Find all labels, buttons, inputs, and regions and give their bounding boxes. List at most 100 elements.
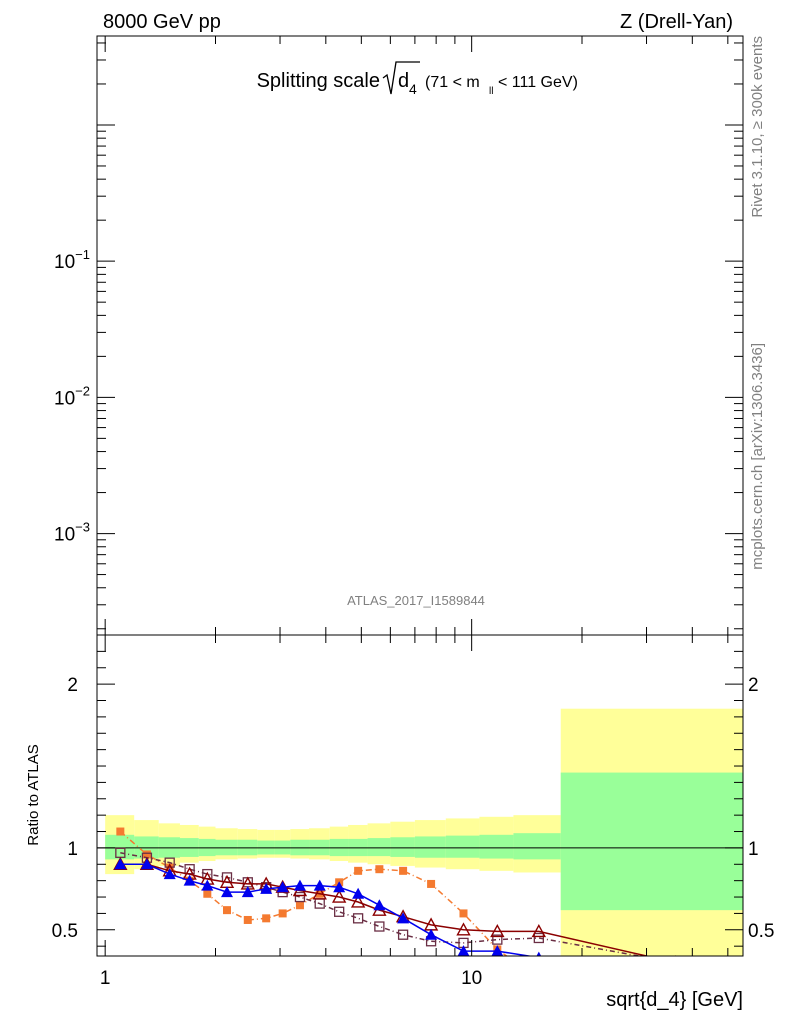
band-stat-bin [367, 838, 391, 857]
data-point [375, 865, 384, 874]
data-point [183, 874, 196, 886]
mc-series [113, 827, 680, 983]
ratio-y-tick-label-right: 2 [748, 675, 759, 696]
data-point [221, 886, 234, 898]
title-sqrt-d: d [398, 70, 409, 92]
mcplots-label: mcplots.cern.ch [arXiv:1306.3436] [749, 343, 766, 570]
data-point [352, 913, 364, 924]
data-point [459, 909, 468, 918]
ratio-x-ticks [104, 635, 729, 956]
data-point [374, 921, 385, 932]
data-point [276, 881, 289, 893]
data-point [313, 879, 326, 891]
sqrt-symbol [382, 61, 420, 95]
ratio-panel-frame [96, 634, 744, 957]
tick-exponent: −3 [75, 520, 90, 535]
x-tick-label: 10 [461, 968, 482, 989]
header-right: Z (Drell-Yan) [620, 11, 733, 33]
data-point [533, 932, 544, 944]
ratio-y-ticks [97, 650, 743, 947]
title-range-end: < 111 GeV) [498, 74, 578, 91]
data-point [116, 827, 125, 836]
data-point [312, 886, 327, 900]
series-line [120, 852, 644, 956]
data-point [536, 951, 542, 956]
series-line [120, 863, 534, 956]
band-stat-bin [414, 836, 446, 858]
title-range: (71 < m [425, 74, 480, 91]
data-point [201, 879, 214, 891]
band-stat-bin [445, 835, 480, 858]
data-point [278, 909, 287, 918]
data-point [675, 955, 677, 956]
main-panel-frame [96, 35, 744, 636]
data-point [241, 886, 254, 898]
data-point [164, 857, 175, 868]
ratio-y-tick-label-right: 1 [748, 839, 759, 860]
ratio-y-tick-label: 2 [67, 675, 78, 696]
plot-title: Splitting scale d 4 (71 < m ll < 111 GeV… [257, 61, 578, 97]
analysis-watermark: ATLAS_2017_I1589844 [347, 593, 485, 608]
data-point [373, 899, 386, 911]
main-y-tick-label: 10−1 [54, 247, 90, 273]
data-point [456, 922, 471, 936]
data-point [531, 923, 547, 938]
data-point [203, 889, 212, 898]
data-point [425, 928, 438, 940]
data-point [397, 929, 409, 940]
x-axis-label: sqrt{d_4} [GeV] [606, 989, 743, 1011]
main-y-ticks [97, 42, 743, 630]
data-point [140, 858, 153, 870]
data-point [492, 934, 503, 945]
data-point [333, 881, 346, 893]
band-stat-bin [560, 772, 743, 911]
ratio-y-tick-label: 0.5 [52, 921, 78, 942]
data-point [114, 858, 127, 870]
data-point [331, 889, 347, 903]
data-point [491, 945, 504, 956]
ratio-panel: 0.5 0.5 1 1 2 2 1 10 Ratio to ATLAS sqrt{d_4} [… [25, 634, 775, 1011]
data-point [294, 891, 306, 903]
main-x-ticks [104, 36, 729, 635]
data-point [457, 945, 470, 956]
tick-exponent: −2 [75, 383, 90, 398]
data-point [334, 906, 345, 917]
data-point [163, 868, 176, 880]
data-point [142, 850, 151, 859]
data-point [295, 901, 304, 910]
title-range-sub: ll [489, 86, 493, 97]
ratio-y-axis-label: Ratio to ATLAS [25, 744, 42, 845]
band-stat-bin [513, 833, 561, 860]
header-left: 8000 GeV pp [103, 11, 221, 33]
data-point [352, 887, 365, 899]
data-point [671, 958, 680, 967]
tick-base: 10 [54, 388, 75, 409]
main-y-tick-label: 10−3 [54, 520, 90, 546]
uncertainty-bands [97, 708, 743, 956]
tick-exponent: −1 [75, 247, 90, 262]
data-point [399, 866, 408, 875]
ratio-tick-labels: 0.5 0.5 1 1 2 2 1 10 [52, 675, 775, 989]
tick-base: 10 [54, 252, 75, 273]
data-point [350, 894, 366, 908]
data-point [260, 882, 273, 894]
data-point [535, 975, 543, 983]
ratio-y-tick-label-right: 0.5 [748, 921, 774, 942]
main-panel: 10−110−210−3 Splitting scale d 4 (71 < m… [54, 35, 744, 636]
band-stat-bin [105, 834, 135, 860]
ratio-y-tick-label: 1 [67, 839, 78, 860]
data-point [293, 879, 306, 891]
title-sqrt-sub: 4 [409, 81, 417, 97]
data-point [243, 915, 252, 924]
x-tick-label: 1 [100, 968, 111, 989]
band-stat-bin [479, 834, 514, 859]
rivet-version-label: Rivet 3.1.10, ≥ 300k events [749, 36, 766, 218]
main-y-tick-label: 10−2 [54, 383, 90, 409]
main-y-tick-labels: 10−110−210−3 [54, 247, 90, 545]
data-point [490, 923, 505, 938]
tick-base: 10 [54, 525, 75, 546]
data-point [262, 914, 271, 923]
band-stat-bin [390, 837, 415, 857]
data-point [427, 879, 436, 888]
